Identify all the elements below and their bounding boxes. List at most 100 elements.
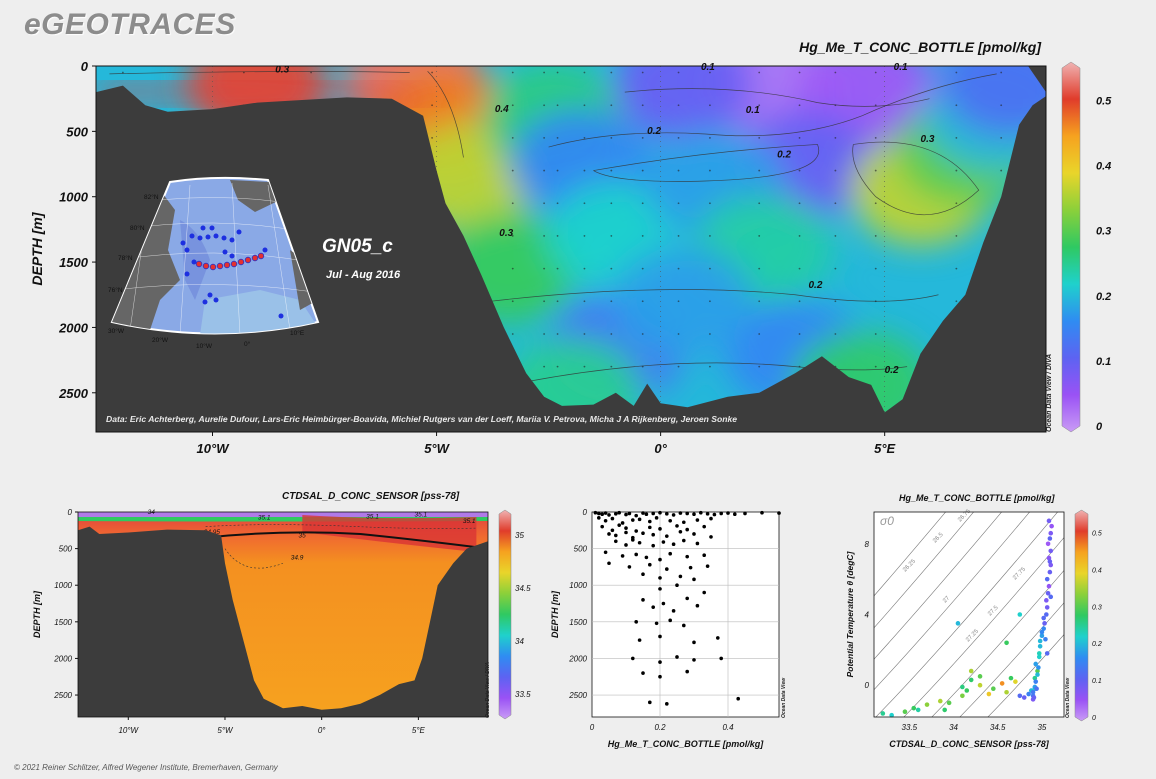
ts-x-tick-label-3: 35 (1037, 723, 1046, 732)
main-colorbar-tick-label-0: 0 (1096, 421, 1103, 433)
sample-dot-16-550 (955, 136, 958, 139)
profile-point-58 (692, 532, 696, 536)
main-contour-label-10: 0.2 (885, 365, 899, 376)
profile-point-40 (600, 524, 604, 529)
sample-dot-16-1300 (955, 235, 958, 237)
sample-dot-8-300 (610, 104, 613, 107)
ts-point-24 (1032, 675, 1038, 681)
salinity-contour-label-7: 35.1 (415, 511, 428, 518)
main-contour-6 (503, 362, 908, 387)
profile-point-15 (671, 513, 676, 517)
bathymetry-right-edge (1028, 66, 1046, 93)
ts-point-3 (911, 705, 917, 711)
profile-point-30 (610, 516, 615, 521)
main-y-tick-label-0: 0 (81, 59, 89, 74)
main-contour-2 (548, 73, 997, 148)
sample-dot-7-2050 (583, 333, 586, 335)
profile-y-tick-label-0: 0 (583, 508, 588, 517)
main-contour-label-1: 0.4 (495, 104, 509, 115)
main-contours (109, 70, 997, 387)
profile-point-34 (648, 519, 652, 524)
sample-dot-4-50 (511, 71, 514, 74)
profile-point-14 (665, 512, 669, 516)
profile-point-2 (600, 512, 604, 516)
profile-point-72 (644, 555, 649, 560)
profile-point-62 (631, 538, 635, 542)
ts-point-57 (1041, 615, 1046, 621)
sample-dot-8-1550 (610, 267, 613, 270)
sample-dot-2-50 (310, 71, 312, 74)
salinity-colorbar-tick-label-3: 35 (515, 531, 524, 540)
ts-point-10 (977, 682, 983, 688)
profile-point-66 (671, 542, 676, 547)
sample-dot-16-800 (955, 169, 958, 172)
ts-point-8 (964, 688, 970, 693)
profile-point-29 (603, 518, 608, 523)
sample-dot-11-2050 (709, 333, 711, 335)
ts-point-15 (1008, 675, 1014, 681)
sample-dot-15-50 (874, 71, 877, 74)
isopycnal-7 (959, 602, 1064, 717)
profile-point-50 (607, 532, 611, 536)
profile-point-75 (685, 554, 689, 559)
sample-dot-15-800 (874, 169, 877, 172)
profile-point-24 (733, 512, 737, 516)
profile-point-47 (675, 524, 679, 528)
profile-y-tick-label-3: 1500 (569, 618, 587, 627)
sample-dot-9-1800 (641, 300, 644, 303)
sample-dot-15-1050 (874, 202, 877, 205)
sample-dot-12-2050 (758, 333, 761, 335)
sample-dot-10-300 (677, 104, 680, 107)
ts-colorbar-tick-label-4: 0.4 (1092, 567, 1102, 574)
ts-point-19 (1026, 691, 1031, 697)
main-colorbar-tick-label-2: 0.2 (1096, 291, 1111, 303)
ts-title: Hg_Me_T_CONC_BOTTLE [pmol/kg] (899, 493, 1055, 503)
sample-dot-9-550 (641, 136, 644, 139)
sample-dot-9-2300 (641, 365, 644, 368)
ts-point-26 (1035, 668, 1040, 674)
ts-point-27 (1036, 654, 1042, 660)
ts-point-51 (1035, 672, 1040, 677)
profile-point-108 (719, 656, 723, 661)
isopycnal-4 (875, 512, 1058, 717)
ts-point-31 (1042, 621, 1047, 626)
salinity-surface-layer (78, 512, 488, 569)
salinity-watermark: Ocean Data View / DIVA (485, 662, 491, 718)
sample-dot-12-300 (758, 104, 761, 107)
data-credits: Data: Eric Achterberg, Aurelie Dufour, L… (106, 414, 738, 424)
profile-point-23 (726, 511, 730, 515)
profile-frame (591, 511, 780, 718)
ts-x-tick-label-2: 34.5 (990, 723, 1006, 732)
sample-dot-4-1050 (511, 202, 514, 205)
sample-dot-10-50 (677, 71, 680, 74)
sample-dot-16-300 (955, 104, 958, 107)
sample-dot-4-1800 (511, 300, 514, 303)
sample-dot-12-50 (758, 71, 761, 74)
sample-dot-12-800 (758, 169, 761, 172)
egeotraces-logo[interactable]: eGEOTRACES (24, 8, 236, 41)
profile-point-28 (597, 516, 601, 520)
sample-dot-12-1550 (758, 267, 761, 270)
ts-point-0 (880, 711, 886, 716)
main-contour-label-7: 0.3 (921, 134, 935, 145)
sample-dot-14-2050 (834, 333, 837, 335)
sample-dot-6-800 (556, 169, 559, 172)
sample-dot-10-1550 (677, 267, 680, 270)
profile-point-106 (675, 655, 679, 659)
ts-y-axis-label: Potential Temperature θ [degC] (845, 550, 855, 677)
ts-point-16 (1013, 679, 1018, 684)
profile-point-20 (705, 512, 710, 516)
salinity-y-tick-label-5: 2500 (53, 691, 72, 700)
sample-dot-8-1800 (610, 300, 613, 303)
profile-point-86 (692, 577, 696, 582)
profile-point-60 (614, 539, 618, 544)
isopycnal-2 (874, 512, 1002, 660)
profile-point-111 (685, 669, 689, 674)
sample-dot-3-300 (431, 104, 433, 107)
ts-point-40 (1046, 555, 1052, 561)
sample-dot-4-300 (511, 104, 514, 107)
ts-colorbar-body (1074, 509, 1089, 722)
ts-point-14 (1004, 689, 1009, 695)
sample-dot-14-1550 (834, 267, 837, 270)
sample-dot-7-50 (583, 71, 586, 74)
